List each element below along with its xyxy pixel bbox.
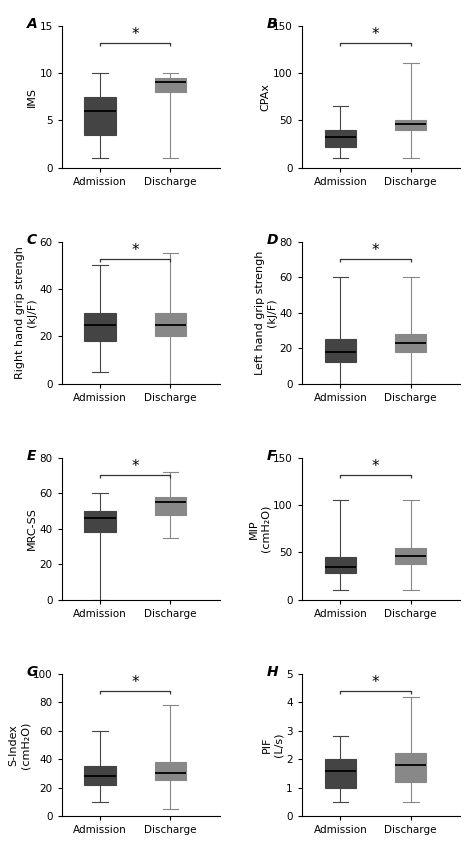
PathPatch shape — [395, 121, 427, 130]
PathPatch shape — [84, 97, 116, 134]
PathPatch shape — [84, 313, 116, 341]
PathPatch shape — [325, 558, 356, 574]
PathPatch shape — [325, 130, 356, 147]
Text: G: G — [27, 666, 38, 679]
Text: C: C — [27, 233, 37, 247]
Text: *: * — [372, 27, 379, 42]
Y-axis label: Right hand grip strengh
(kJ/F): Right hand grip strengh (kJ/F) — [15, 246, 36, 379]
Text: B: B — [267, 17, 278, 31]
PathPatch shape — [155, 313, 186, 337]
Y-axis label: MIP
(cmH₂O): MIP (cmH₂O) — [249, 505, 270, 552]
PathPatch shape — [395, 753, 427, 782]
Text: A: A — [27, 17, 37, 31]
Text: E: E — [27, 449, 36, 463]
Text: *: * — [372, 675, 379, 690]
Text: *: * — [372, 243, 379, 258]
Text: F: F — [267, 449, 276, 463]
Y-axis label: IMS: IMS — [27, 87, 36, 106]
Text: *: * — [372, 459, 379, 474]
PathPatch shape — [155, 77, 186, 92]
PathPatch shape — [325, 759, 356, 788]
Y-axis label: S-Index
(cmH₂O): S-Index (cmH₂O) — [9, 721, 30, 768]
PathPatch shape — [84, 766, 116, 785]
PathPatch shape — [84, 511, 116, 532]
PathPatch shape — [155, 762, 186, 780]
Text: *: * — [132, 675, 139, 690]
Text: D: D — [267, 233, 279, 247]
PathPatch shape — [155, 496, 186, 514]
Y-axis label: CPAx: CPAx — [260, 82, 270, 110]
Text: *: * — [132, 243, 139, 258]
Text: *: * — [132, 459, 139, 474]
PathPatch shape — [325, 339, 356, 362]
Text: *: * — [132, 27, 139, 42]
Y-axis label: MRC-SS: MRC-SS — [27, 507, 36, 550]
Y-axis label: Left hand grip strengh
(kJ/F): Left hand grip strengh (kJ/F) — [255, 251, 277, 375]
PathPatch shape — [395, 547, 427, 564]
Y-axis label: PIF
(L/s): PIF (L/s) — [262, 733, 283, 757]
PathPatch shape — [395, 334, 427, 352]
Text: H: H — [267, 666, 279, 679]
